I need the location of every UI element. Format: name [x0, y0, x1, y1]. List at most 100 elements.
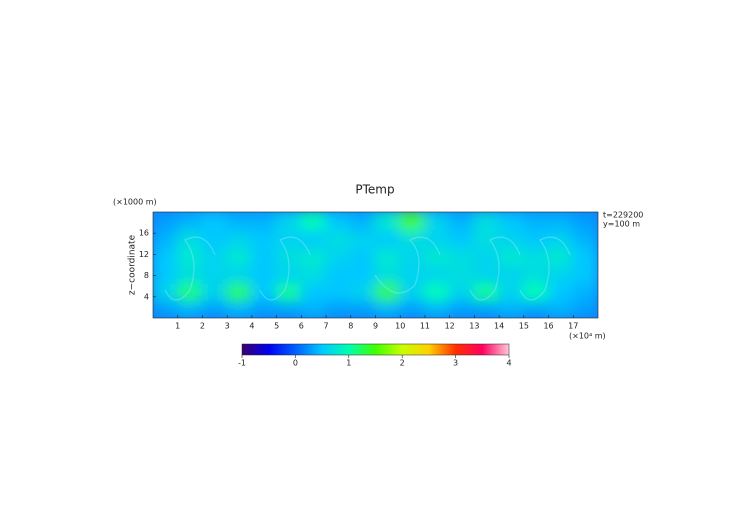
cell: [201, 299, 229, 318]
cell: [399, 228, 426, 249]
cell: [448, 299, 476, 318]
cell: [201, 212, 229, 231]
colorbar-tick-label: -1: [238, 359, 246, 368]
cell: [498, 246, 525, 266]
annotation: t=229200: [603, 211, 643, 220]
cell: [448, 281, 476, 302]
y-axis-label: z−coordinate: [128, 234, 138, 295]
cell: [374, 246, 402, 266]
cell: [572, 264, 598, 284]
cell: [374, 299, 402, 318]
cell: [374, 264, 402, 284]
cell: [226, 299, 253, 318]
cell: [448, 212, 476, 231]
colorbar-tick-label: 4: [506, 359, 511, 368]
cell: [325, 212, 352, 231]
cell: [522, 228, 550, 249]
cell: [275, 212, 303, 231]
cell: [153, 246, 179, 266]
cell: [325, 264, 352, 284]
y-tick-label: 16: [139, 229, 149, 238]
y-tick-label: 12: [139, 250, 149, 259]
swirl: [519, 236, 571, 301]
cell: [153, 281, 179, 302]
x-tick-label: 14: [494, 322, 504, 331]
swirl: [469, 236, 521, 301]
cell: [522, 212, 550, 231]
cell: [547, 299, 575, 318]
swirl: [164, 236, 216, 301]
cell: [399, 281, 426, 302]
cell: [423, 264, 451, 284]
x-tick-label: 1: [175, 322, 180, 331]
x-tick-label: 5: [274, 322, 279, 331]
cell: [226, 246, 253, 266]
x-tick-label: 17: [568, 322, 578, 331]
cell: [349, 264, 377, 284]
cells: [153, 212, 598, 318]
cell: [572, 281, 598, 302]
cell: [250, 264, 278, 284]
x-tick-label: 10: [395, 322, 405, 331]
cell: [473, 212, 501, 231]
cell: [176, 299, 204, 318]
cell: [201, 246, 229, 266]
cell: [300, 299, 328, 318]
cell: [176, 281, 204, 302]
cell: [572, 299, 598, 318]
x-tick-label: 7: [324, 322, 329, 331]
x-unit-label: (×10⁴ m): [569, 332, 606, 341]
y-unit-label: (×1000 m): [113, 198, 157, 207]
colorbar: [241, 343, 510, 356]
swirls: [164, 236, 571, 301]
cell: [498, 264, 525, 284]
x-tick-label: 16: [543, 322, 553, 331]
cell: [250, 212, 278, 231]
cell: [399, 299, 426, 318]
cell: [547, 212, 575, 231]
cell: [473, 299, 501, 318]
cell: [275, 281, 303, 302]
x-tick-label: 13: [469, 322, 479, 331]
cell: [349, 281, 377, 302]
cell: [275, 246, 303, 266]
swirl: [374, 236, 441, 294]
cell: [226, 264, 253, 284]
cell: [448, 228, 476, 249]
cell: [300, 264, 328, 284]
cell: [522, 246, 550, 266]
cell: [275, 228, 303, 249]
cell: [201, 264, 229, 284]
cell: [423, 246, 451, 266]
cell: [250, 299, 278, 318]
cell: [226, 281, 253, 302]
cell: [176, 246, 204, 266]
cell: [300, 228, 328, 249]
cell: [201, 281, 229, 302]
cell: [349, 228, 377, 249]
cell: [201, 228, 229, 249]
cell: [423, 228, 451, 249]
cell: [572, 246, 598, 266]
cell: [522, 299, 550, 318]
cell: [448, 264, 476, 284]
cell: [176, 264, 204, 284]
cell: [547, 246, 575, 266]
cell: [176, 212, 204, 231]
cell: [473, 281, 501, 302]
cell: [250, 246, 278, 266]
cell: [325, 228, 352, 249]
cell: [498, 212, 525, 231]
colorbar-tick-label: 2: [400, 359, 405, 368]
cell: [498, 281, 525, 302]
cell: [547, 264, 575, 284]
cell: [349, 212, 377, 231]
cell: [473, 264, 501, 284]
x-tick-label: 8: [348, 322, 353, 331]
colorbar-tick-label: 1: [346, 359, 351, 368]
cell: [226, 212, 253, 231]
cell: [547, 281, 575, 302]
chart-title: PTemp: [355, 183, 394, 197]
x-tick-label: 9: [373, 322, 378, 331]
cell: [572, 212, 598, 231]
